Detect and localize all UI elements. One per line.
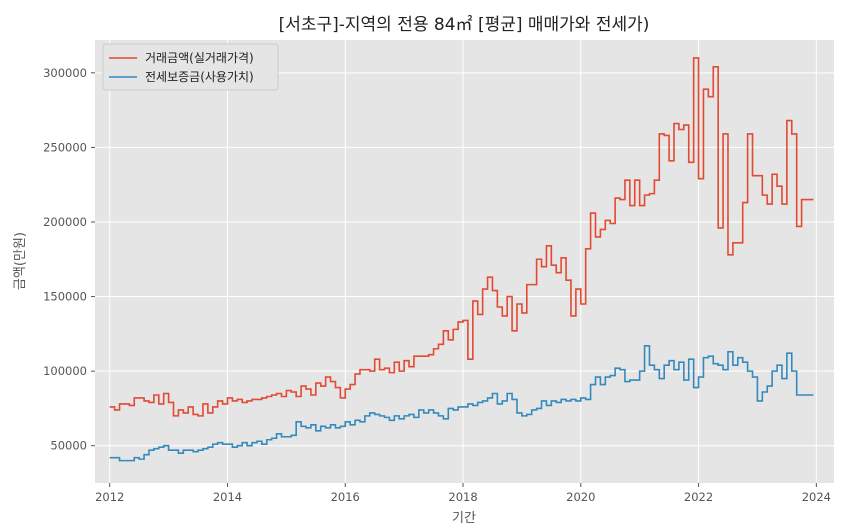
y-tick-label: 250000 xyxy=(43,140,87,154)
series-layer xyxy=(109,57,814,462)
x-tick-label: 2018 xyxy=(448,490,477,504)
y-tick-label: 300000 xyxy=(43,66,87,80)
series-line-0 xyxy=(109,57,814,417)
chart-title: [서초구]-지역의 전용 84㎡ [평균] 매매가와 전세가) xyxy=(279,15,650,35)
x-axis-label: 기간 xyxy=(452,511,476,526)
y-axis-label: 금액(만원) xyxy=(13,232,28,290)
legend-label-jeonse-deposit: 전세보증금(사용가치) xyxy=(145,70,254,84)
x-axis-ticks: 2012 2014 2016 2018 2020 2022 2024 xyxy=(95,483,831,504)
x-tick-label: 2022 xyxy=(684,490,713,504)
grid xyxy=(95,40,834,483)
legend-label-trade-price: 거래금액(실거래가격) xyxy=(145,51,254,65)
y-tick-label: 100000 xyxy=(43,364,87,378)
x-tick-label: 2014 xyxy=(213,490,242,504)
legend: 거래금액(실거래가격) 전세보증금(사용가치) xyxy=(102,43,279,91)
series-line-1 xyxy=(109,344,814,462)
x-tick-label: 2020 xyxy=(566,490,595,504)
legend-box xyxy=(102,43,279,91)
x-tick-label: 2012 xyxy=(95,490,124,504)
x-tick-label: 2024 xyxy=(802,490,831,504)
y-axis-ticks: 50000 100000 150000 200000 250000 300000 xyxy=(43,66,95,453)
plot-area xyxy=(95,40,834,483)
y-tick-label: 150000 xyxy=(43,290,87,304)
y-tick-label: 200000 xyxy=(43,215,87,229)
y-tick-label: 50000 xyxy=(50,439,87,453)
x-tick-label: 2016 xyxy=(331,490,360,504)
